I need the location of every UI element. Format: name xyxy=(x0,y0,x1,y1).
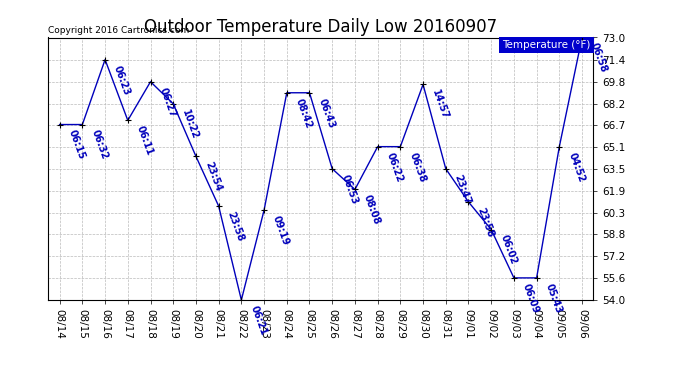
Text: 05:43: 05:43 xyxy=(544,282,564,315)
Text: 14:57: 14:57 xyxy=(430,88,450,121)
Text: Copyright 2016 Cartronics.com: Copyright 2016 Cartronics.com xyxy=(48,26,190,35)
Title: Outdoor Temperature Daily Low 20160907: Outdoor Temperature Daily Low 20160907 xyxy=(144,18,497,36)
Text: Temperature (°F): Temperature (°F) xyxy=(502,40,591,50)
Text: 06:58: 06:58 xyxy=(589,42,609,74)
Text: 06:22: 06:22 xyxy=(384,151,404,183)
Text: 10:22: 10:22 xyxy=(180,108,200,141)
Text: 08:08: 08:08 xyxy=(362,194,382,226)
Text: 06:32: 06:32 xyxy=(89,129,109,161)
Text: 23:54: 23:54 xyxy=(203,160,223,193)
Text: 08:42: 08:42 xyxy=(294,97,314,130)
Text: 06:53: 06:53 xyxy=(339,173,359,206)
Text: 06:38: 06:38 xyxy=(407,151,427,183)
Text: 09:19: 09:19 xyxy=(271,214,291,247)
Text: 06:27: 06:27 xyxy=(157,86,177,118)
Text: 06:43: 06:43 xyxy=(317,97,337,129)
Text: 06:02: 06:02 xyxy=(498,234,518,266)
Text: 23:47: 23:47 xyxy=(453,173,473,206)
Text: 23:58: 23:58 xyxy=(475,206,495,239)
Text: 06:15: 06:15 xyxy=(67,129,87,161)
Text: 06:23: 06:23 xyxy=(112,64,132,96)
Text: 06:21: 06:21 xyxy=(248,304,268,337)
Text: 04:52: 04:52 xyxy=(566,151,586,183)
Text: 23:58: 23:58 xyxy=(226,210,246,243)
Text: 06:11: 06:11 xyxy=(135,124,155,157)
Text: 06:09: 06:09 xyxy=(521,282,541,315)
